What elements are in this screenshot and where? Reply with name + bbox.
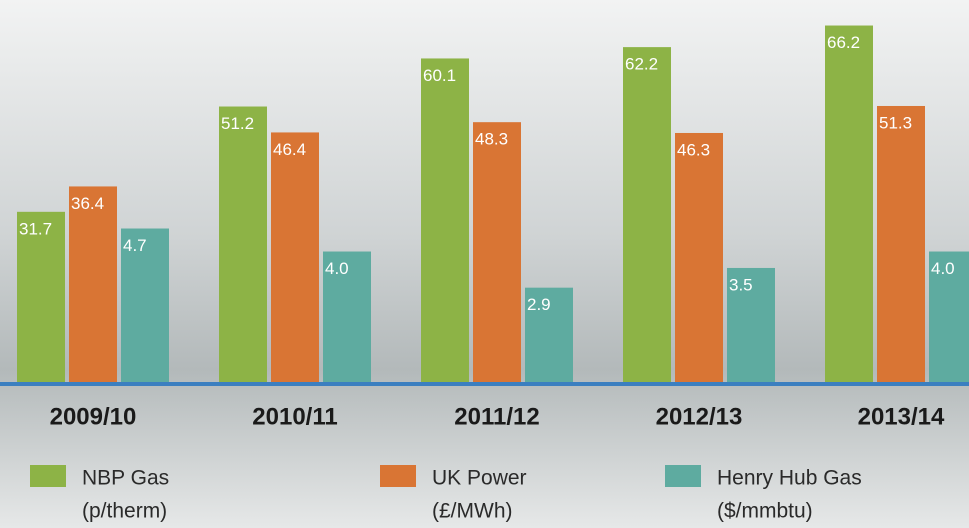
bar <box>623 47 671 384</box>
x-tick-label: 2010/11 <box>252 403 337 430</box>
x-tick-label: 2009/10 <box>50 403 137 430</box>
value-label: 48.3 <box>475 130 508 149</box>
bar <box>727 267 775 383</box>
bar <box>473 122 521 384</box>
bar <box>929 251 969 383</box>
bar <box>271 132 319 383</box>
bar <box>825 25 873 384</box>
value-label: 60.1 <box>423 66 456 85</box>
legend-label: UK Power <box>432 467 527 490</box>
value-label: 66.2 <box>827 33 860 52</box>
legend-label: NBP Gas <box>82 467 169 490</box>
bar <box>877 105 925 383</box>
value-label: 46.4 <box>273 140 306 159</box>
x-tick-label: 2012/13 <box>656 403 743 430</box>
legend-unit: (£/MWh) <box>432 500 513 523</box>
legend-label: Henry Hub Gas <box>717 467 862 490</box>
bar <box>323 251 371 383</box>
legend-swatch <box>380 465 416 487</box>
value-label: 46.3 <box>677 140 710 159</box>
legend-swatch <box>665 465 701 487</box>
bar <box>675 132 723 383</box>
value-label: 4.0 <box>931 259 955 278</box>
value-label: 36.4 <box>71 194 104 213</box>
value-label: 62.2 <box>625 55 658 74</box>
value-label: 51.3 <box>879 113 912 132</box>
bar <box>69 186 117 383</box>
bar <box>121 228 169 383</box>
value-label: 3.5 <box>729 275 753 294</box>
x-tick-label: 2013/14 <box>858 403 945 430</box>
value-label: 51.2 <box>221 114 254 133</box>
value-label: 4.0 <box>325 259 349 278</box>
legend-unit: ($/mmbtu) <box>717 500 813 523</box>
value-label: 2.9 <box>527 295 551 314</box>
bar <box>525 287 573 383</box>
bar <box>17 211 65 383</box>
value-label: 31.7 <box>19 219 52 238</box>
legend-unit: (p/therm) <box>82 500 167 523</box>
x-tick-label: 2011/12 <box>454 403 539 430</box>
bar <box>421 58 469 384</box>
value-label: 4.7 <box>123 236 147 255</box>
legend-swatch <box>30 465 66 487</box>
bar <box>219 106 267 384</box>
